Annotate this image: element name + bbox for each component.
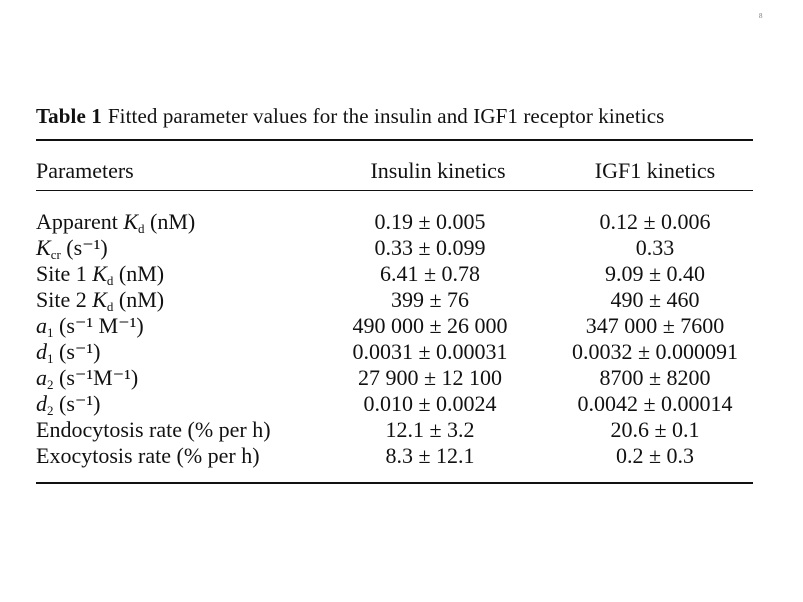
parameter-subscript: 1 bbox=[47, 351, 54, 366]
insulin-value-cell: 490 000 ± 26 000 bbox=[352, 313, 508, 338]
table-row: Endocytosis rate (% per h) 12.1 ± 3.2 20.6… bbox=[0, 417, 803, 443]
insulin-value-cell: 12.1 ± 3.2 bbox=[385, 417, 475, 442]
parameter-symbol: d bbox=[36, 339, 47, 364]
insulin-value-cell: 0.010 ± 0.0024 bbox=[363, 391, 497, 416]
parameter-unit: (nM) bbox=[144, 209, 196, 234]
header-igf1-kinetics: IGF1 kinetics bbox=[594, 158, 716, 183]
parameter-symbol: d bbox=[36, 391, 47, 416]
table-caption-text: Fitted parameter values for the insulin … bbox=[107, 104, 665, 128]
igf1-value-cell: 0.0042 ± 0.00014 bbox=[577, 391, 733, 416]
insulin-value-cell: 399 ± 76 bbox=[390, 287, 470, 312]
header-parameters: Parameters bbox=[36, 158, 134, 183]
parameter-symbol: a bbox=[36, 365, 47, 390]
insulin-value-cell: 0.33 ± 0.099 bbox=[374, 235, 486, 260]
insulin-value-cell: 6.41 ± 0.78 bbox=[379, 261, 481, 286]
parameter-unit: (s⁻¹ M⁻¹) bbox=[53, 313, 144, 338]
parameter-cell: Endocytosis rate (% per h) bbox=[36, 417, 271, 443]
table-row: a2 (s⁻¹M⁻¹) 27 900 ± 12 100 8700 ± 8200 bbox=[0, 365, 803, 391]
parameter-cell: Site 1 Kd (nM) bbox=[36, 261, 164, 287]
parameter-subscript: 2 bbox=[47, 403, 54, 418]
table-top-rule bbox=[36, 139, 753, 141]
parameter-unit: (s⁻¹) bbox=[53, 391, 101, 416]
igf1-value-cell: 0.0032 ± 0.000091 bbox=[571, 339, 739, 364]
table-row: Kcr (s⁻¹) 0.33 ± 0.099 0.33 bbox=[0, 235, 803, 261]
parameter-symbol: K bbox=[123, 209, 139, 234]
parameter-cell: d2 (s⁻¹) bbox=[36, 391, 100, 417]
igf1-value-cell: 490 ± 460 bbox=[610, 287, 700, 312]
header-insulin-kinetics: Insulin kinetics bbox=[370, 158, 506, 183]
insulin-value-cell: 8.3 ± 12.1 bbox=[385, 443, 475, 468]
table-caption: Table 1 Fitted parameter values for the i… bbox=[36, 104, 664, 129]
table-bottom-rule bbox=[36, 482, 753, 484]
parameter-unit: (nM) bbox=[113, 287, 165, 312]
page-marker: 8 bbox=[759, 12, 763, 20]
parameter-unit: (nM) bbox=[113, 261, 165, 286]
igf1-value-cell: 347 000 ± 7600 bbox=[585, 313, 725, 338]
parameter-symbol: K bbox=[92, 261, 107, 286]
table-row: Apparent Kd (nM) 0.19 ± 0.005 0.12 ± 0.006 bbox=[0, 209, 803, 235]
table-row: Exocytosis rate (% per h) 8.3 ± 12.1 0.2 ±… bbox=[0, 443, 803, 469]
parameter-cell: Apparent Kd (nM) bbox=[36, 209, 195, 235]
igf1-value-cell: 9.09 ± 0.40 bbox=[604, 261, 706, 286]
insulin-value-cell: 0.0031 ± 0.00031 bbox=[352, 339, 508, 364]
parameter-subscript: 1 bbox=[47, 325, 54, 340]
parameter-prefix: Exocytosis rate (% per h) bbox=[36, 443, 260, 468]
igf1-value-cell: 20.6 ± 0.1 bbox=[610, 417, 700, 442]
parameter-subscript: cr bbox=[50, 247, 61, 262]
table-header-rule bbox=[36, 190, 753, 191]
parameter-cell: a1 (s⁻¹ M⁻¹) bbox=[36, 313, 144, 339]
igf1-value-cell: 8700 ± 8200 bbox=[599, 365, 711, 390]
parameter-prefix: Endocytosis rate (% per h) bbox=[36, 417, 271, 442]
parameter-cell: Kcr (s⁻¹) bbox=[36, 235, 108, 261]
table-header-row: Parameters Insulin kinetics IGF1 kinetic… bbox=[0, 158, 803, 184]
parameter-cell: Site 2 Kd (nM) bbox=[36, 287, 164, 313]
parameter-prefix: Site 2 bbox=[36, 287, 93, 312]
table-row: d1 (s⁻¹) 0.0031 ± 0.00031 0.0032 ± 0.00009… bbox=[0, 339, 803, 365]
table-row: Site 1 Kd (nM) 6.41 ± 0.78 9.09 ± 0.40 bbox=[0, 261, 803, 287]
parameter-cell: d1 (s⁻¹) bbox=[36, 339, 100, 365]
table-row: Site 2 Kd (nM) 399 ± 76 490 ± 460 bbox=[0, 287, 803, 313]
parameter-subscript: 2 bbox=[47, 377, 54, 392]
insulin-value-cell: 27 900 ± 12 100 bbox=[357, 365, 503, 390]
parameter-symbol: K bbox=[92, 287, 107, 312]
igf1-value-cell: 0.33 bbox=[635, 235, 675, 260]
igf1-value-cell: 0.12 ± 0.006 bbox=[599, 209, 711, 234]
parameter-unit: (s⁻¹) bbox=[60, 235, 108, 260]
parameter-subscript: d bbox=[106, 273, 114, 288]
parameter-unit: (s⁻¹) bbox=[53, 339, 101, 364]
insulin-value-cell: 0.19 ± 0.005 bbox=[374, 209, 486, 234]
parameter-symbol: K bbox=[36, 235, 51, 260]
parameter-cell: a2 (s⁻¹M⁻¹) bbox=[36, 365, 138, 391]
table-row: a1 (s⁻¹ M⁻¹) 490 000 ± 26 000 347 000 ± 76… bbox=[0, 313, 803, 339]
table-caption-label: Table 1 bbox=[36, 104, 102, 128]
parameter-subscript: d bbox=[138, 221, 145, 236]
parameter-unit: (s⁻¹M⁻¹) bbox=[53, 365, 139, 390]
parameter-subscript: d bbox=[106, 299, 114, 314]
parameter-prefix: Site 1 bbox=[36, 261, 93, 286]
igf1-value-cell: 0.2 ± 0.3 bbox=[615, 443, 695, 468]
parameter-cell: Exocytosis rate (% per h) bbox=[36, 443, 260, 469]
table-row: d2 (s⁻¹) 0.010 ± 0.0024 0.0042 ± 0.00014 bbox=[0, 391, 803, 417]
parameter-prefix: Apparent bbox=[36, 209, 124, 234]
parameter-symbol: a bbox=[36, 313, 47, 338]
